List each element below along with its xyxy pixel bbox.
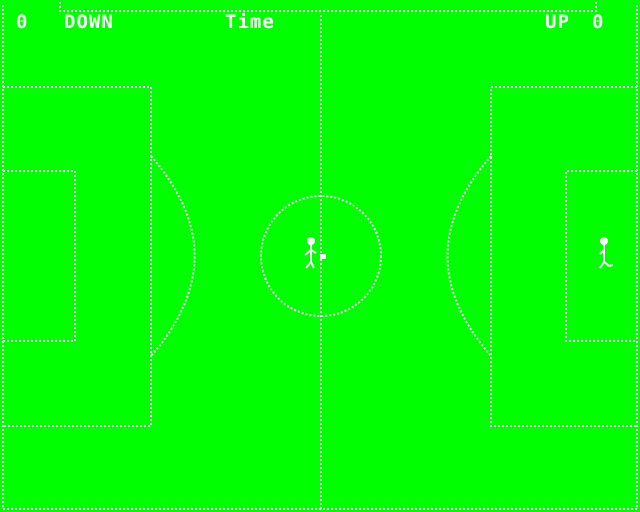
left-score: 0: [16, 11, 29, 33]
right-score: 0: [592, 11, 605, 33]
left-penalty-area: [3, 86, 152, 427]
player-down-icon: [304, 237, 317, 269]
pitch-top-border: [59, 2, 597, 12]
match-timer-label: Time: [225, 11, 275, 33]
left-goal-area: [3, 170, 76, 342]
player-up-icon: [599, 237, 614, 269]
left-team-name: DOWN: [64, 11, 114, 33]
right-penalty-arc: [446, 155, 492, 357]
center-circle: [260, 195, 382, 317]
ball-icon: [320, 254, 326, 259]
right-penalty-area: [490, 86, 637, 427]
right-goal-area: [565, 170, 637, 342]
left-penalty-arc: [150, 155, 196, 357]
right-team-name: UP: [545, 11, 570, 33]
